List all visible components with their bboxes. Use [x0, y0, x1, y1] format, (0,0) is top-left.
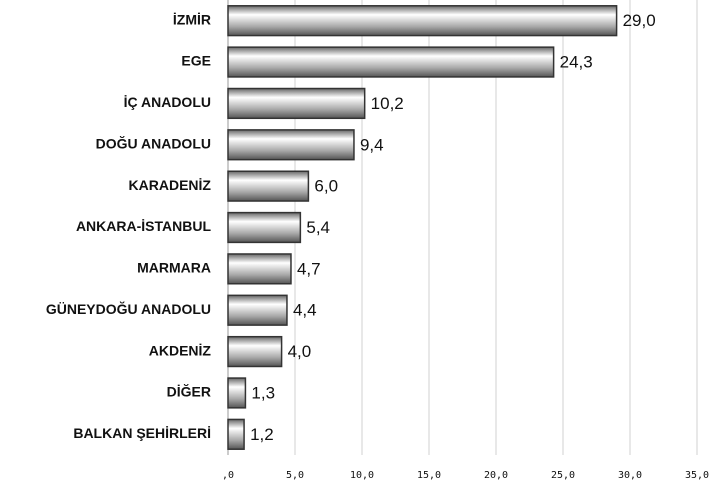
x-tick-label: ,0: [222, 470, 234, 481]
y-tick-label: DOĞU ANADOLU: [96, 134, 211, 151]
bar: [227, 211, 302, 244]
bar: [227, 129, 355, 161]
y-tick-label: İZMİR: [173, 11, 211, 27]
value-label: 4,7: [297, 259, 321, 278]
value-label: 24,3: [560, 53, 593, 72]
y-tick-label: BALKAN ŞEHİRLERİ: [73, 425, 211, 441]
x-tick-label: 5,0: [286, 470, 304, 481]
value-label: 9,4: [360, 135, 384, 154]
y-tick-label: EGE: [181, 53, 211, 69]
bar: [227, 335, 283, 368]
bar: [227, 294, 288, 326]
bar: [227, 46, 555, 78]
x-tick-label: 20,0: [484, 470, 508, 481]
value-label: 5,4: [306, 218, 330, 237]
value-label: 4,0: [288, 342, 312, 361]
bar: [227, 377, 247, 409]
x-tick-label: 10,0: [350, 470, 374, 481]
y-tick-label: DİĞER: [167, 383, 211, 400]
bar: [227, 253, 292, 285]
value-label: 4,4: [293, 301, 317, 320]
bar: [227, 5, 618, 37]
value-label: 1,2: [250, 425, 274, 444]
bar: [227, 87, 366, 120]
y-tick-label: İÇ ANADOLU: [124, 94, 211, 110]
value-label: 1,3: [251, 383, 275, 402]
y-tick-label: GÜNEYDOĞU ANADOLU: [46, 300, 211, 317]
y-tick-label: AKDENİZ: [149, 342, 212, 358]
y-tick-label: MARMARA: [137, 260, 211, 276]
y-tick-label: KARADENİZ: [129, 177, 212, 193]
y-tick-label: ANKARA-İSTANBUL: [76, 218, 212, 234]
value-label: 10,2: [371, 94, 404, 113]
x-tick-label: 35,0: [685, 470, 709, 481]
x-tick-label: 25,0: [551, 470, 575, 481]
bar: [227, 170, 310, 202]
value-label: 6,0: [314, 177, 338, 196]
value-label: 29,0: [623, 11, 656, 30]
x-tick-label: 15,0: [417, 470, 441, 481]
bar: [227, 418, 245, 450]
x-tick-label: 30,0: [618, 470, 642, 481]
